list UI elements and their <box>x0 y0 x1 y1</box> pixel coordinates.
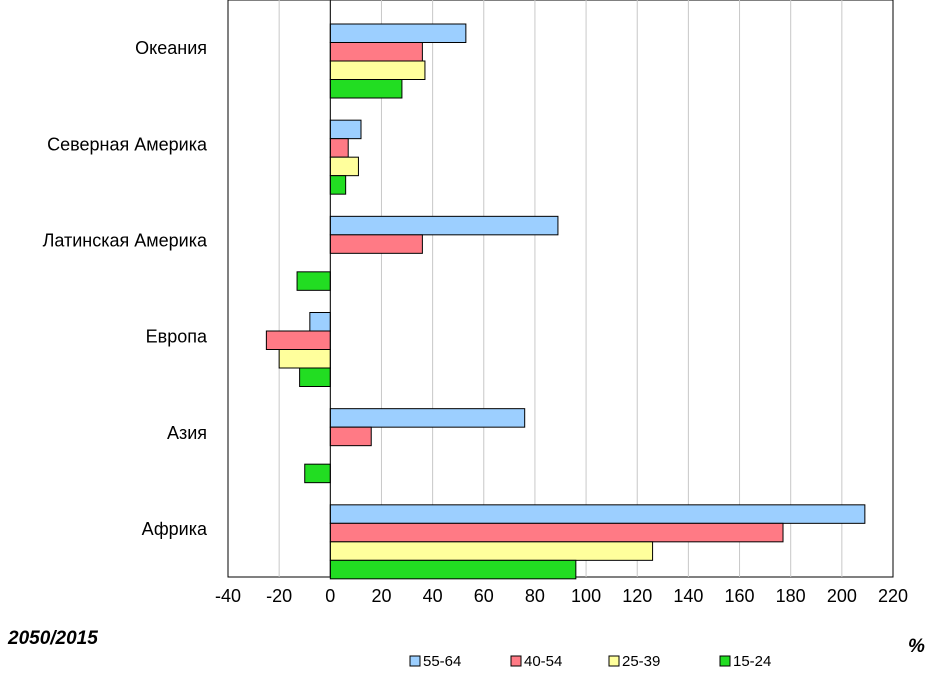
x-tick-label: 100 <box>571 586 601 606</box>
bar-40-54-1 <box>329 138 349 158</box>
category-label: Океания <box>135 38 207 58</box>
legend-swatch-55-64 <box>409 655 421 667</box>
bar-55-64-3 <box>309 312 331 332</box>
bar-55-64-5 <box>329 504 866 524</box>
x-tick-label: -40 <box>215 586 241 606</box>
bar-55-64-4 <box>329 408 526 428</box>
bars <box>265 23 866 580</box>
legend-label-55-64: 55-64 <box>423 653 461 670</box>
bar-40-54-4 <box>329 426 372 447</box>
legend-label-15-24: 15-24 <box>733 653 771 670</box>
legend-label-25-39: 25-39 <box>622 653 660 670</box>
x-tick-label: -20 <box>266 586 292 606</box>
x-tick-label: 80 <box>525 586 545 606</box>
legend-swatch-15-24 <box>719 655 731 667</box>
x-tick-label: 20 <box>371 586 391 606</box>
ratio-note: 2050/2015 <box>7 628 98 649</box>
x-tick-label: 60 <box>474 586 494 606</box>
category-label: Азия <box>167 423 207 443</box>
x-tick-label: 220 <box>878 586 908 606</box>
bar-25-39-0 <box>329 60 426 80</box>
bar-55-64-2 <box>329 215 559 236</box>
category-labels: Океания Северная Америка Латинская Америка… <box>43 38 208 539</box>
category-label: Латинская Америка <box>43 230 208 250</box>
bar-40-54-2 <box>329 234 423 254</box>
category-label: Северная Америка <box>47 134 208 154</box>
x-tick-label: 200 <box>827 586 857 606</box>
x-tick-label: 140 <box>673 586 703 606</box>
bar-15-24-2 <box>296 271 331 291</box>
bar-15-24-1 <box>329 175 347 195</box>
bar-40-54-5 <box>329 522 784 543</box>
bar-25-39-3 <box>278 349 331 369</box>
legend-swatch-40-54 <box>510 655 522 667</box>
x-tick-label: 0 <box>325 586 335 606</box>
unit-label: % <box>908 636 925 657</box>
bar-15-24-3 <box>299 367 331 387</box>
legend-label-40-54: 40-54 <box>524 653 562 670</box>
bar-15-24-5 <box>329 559 577 580</box>
bar-55-64-0 <box>329 23 467 43</box>
bar-25-39-5 <box>329 541 654 561</box>
x-tick-label: 40 <box>423 586 443 606</box>
bar-40-54-0 <box>329 42 423 62</box>
bar-15-24-4 <box>304 463 331 484</box>
legend: 55-64 40-54 25-39 15-24 <box>409 653 771 670</box>
x-tick-label: 160 <box>725 586 755 606</box>
x-tick-label: 120 <box>622 586 652 606</box>
bar-55-64-1 <box>329 119 362 140</box>
x-tick-label: 180 <box>776 586 806 606</box>
category-label: Европа <box>146 327 208 347</box>
bar-40-54-3 <box>265 330 331 350</box>
category-label: Африка <box>142 519 208 539</box>
legend-swatch-25-39 <box>608 655 620 667</box>
x-tick-labels: -40 -20 0 20 40 60 80 100 120 140 160 180 200 220 <box>215 586 908 606</box>
bar-15-24-0 <box>329 79 403 99</box>
bar-25-39-1 <box>329 156 359 177</box>
